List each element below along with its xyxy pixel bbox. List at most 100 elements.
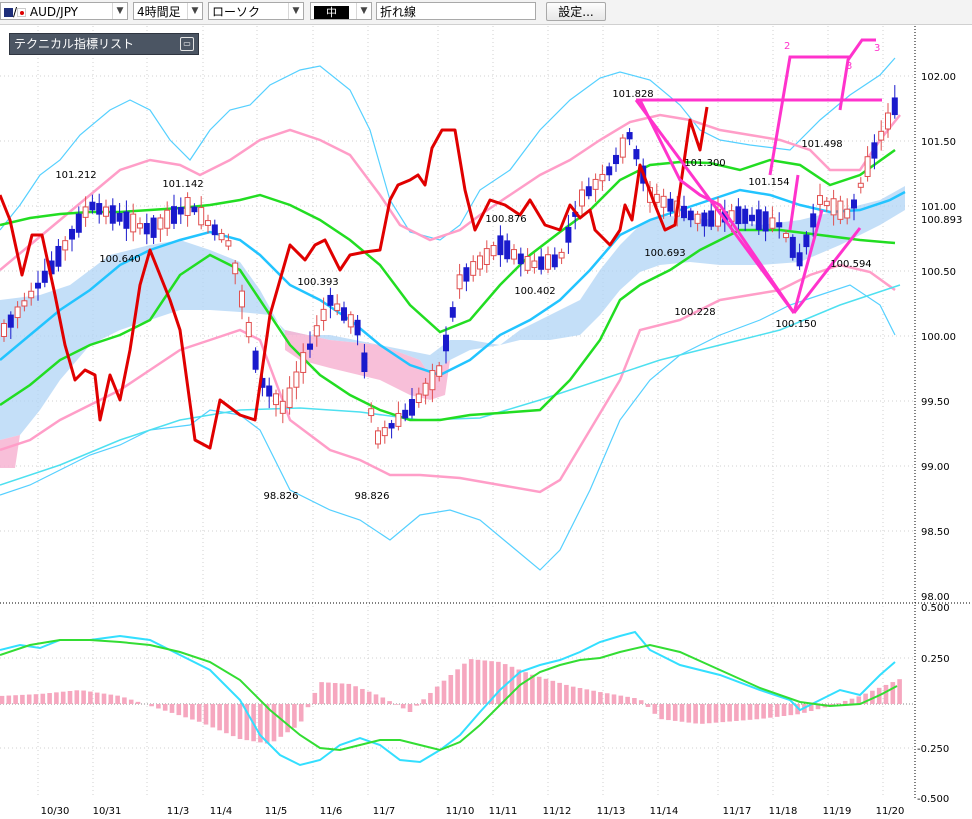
price-tick: 99.00 xyxy=(921,462,950,473)
wave-labels: 2 3 3 xyxy=(784,41,880,72)
histogram-bar xyxy=(795,704,800,715)
candle-body xyxy=(708,210,715,227)
candle-body xyxy=(347,314,354,328)
price-tick: 99.50 xyxy=(921,397,950,408)
candle-body xyxy=(592,178,599,190)
candle-body xyxy=(817,195,823,205)
chevron-down-icon: ▼ xyxy=(187,3,202,19)
histogram-bar xyxy=(523,672,528,704)
candle-body xyxy=(279,400,286,414)
candle-body xyxy=(164,209,171,229)
histogram-bar xyxy=(26,694,32,704)
histogram-bar xyxy=(883,684,889,704)
histogram-bar xyxy=(428,692,433,704)
date-label: 11/18 xyxy=(769,806,798,817)
candle-body xyxy=(878,130,885,141)
candle-body xyxy=(41,270,48,283)
maximize-icon[interactable]: ▭ xyxy=(180,37,194,51)
histogram-bar xyxy=(271,704,277,742)
candle-body xyxy=(368,408,375,417)
high-low-label: 100.693 xyxy=(644,248,685,259)
symbol-select[interactable]: / AUD/JPY ▼ xyxy=(0,2,128,20)
candle-body xyxy=(619,137,626,158)
candle-body xyxy=(218,233,225,241)
candle-body xyxy=(409,399,415,416)
osc-tick: 0.250 xyxy=(921,654,950,665)
date-label: 11/5 xyxy=(265,806,287,817)
histogram-bar xyxy=(849,698,855,704)
histogram-bar xyxy=(462,663,467,704)
candle-body xyxy=(171,206,177,224)
timeframe-select[interactable]: 4時間足 ▼ xyxy=(133,2,203,20)
candle-body xyxy=(463,267,470,282)
histogram-bar xyxy=(441,680,447,704)
histogram-bar xyxy=(414,704,420,706)
candle-body xyxy=(361,352,368,373)
histogram-bar xyxy=(455,669,460,704)
candle-body xyxy=(69,228,75,240)
candle-body xyxy=(130,213,137,233)
ichimoku-cloud-down xyxy=(0,330,450,468)
price-tick: 98.00 xyxy=(921,592,950,603)
date-label: 10/31 xyxy=(93,806,122,817)
histogram-bar xyxy=(244,704,250,741)
histogram-bar xyxy=(380,697,386,704)
histogram-bar xyxy=(373,694,379,704)
candle-body xyxy=(137,223,143,229)
high-low-label: 100.150 xyxy=(775,319,816,330)
histogram-bar xyxy=(217,704,222,731)
histogram-bar xyxy=(618,695,624,704)
histogram-bar xyxy=(856,696,862,704)
candle-body xyxy=(307,343,313,350)
wave-label: 2 xyxy=(784,41,790,52)
price-chart[interactable]: 102.00 101.50 101.00 100.50 100.00 99.50… xyxy=(0,24,972,819)
candle-body xyxy=(7,314,14,328)
candle-body xyxy=(769,217,776,229)
candle-body xyxy=(477,255,483,270)
histogram-bar xyxy=(829,704,834,706)
date-label: 11/17 xyxy=(723,806,752,817)
indicator-list-title: テクニカル指標リスト xyxy=(14,37,135,51)
line-width-select[interactable]: 中 ▼ xyxy=(310,2,372,20)
histogram-bar xyxy=(298,704,304,722)
histogram-bar xyxy=(305,704,311,708)
line-type-select[interactable]: 折れ線 xyxy=(376,2,536,20)
histogram-bar xyxy=(713,704,719,723)
candle-body xyxy=(375,430,381,445)
histogram-bar xyxy=(332,683,338,704)
candle-body xyxy=(565,226,572,243)
histogram-bar xyxy=(400,704,406,709)
histogram-bar xyxy=(353,686,358,704)
date-label: 11/20 xyxy=(876,806,905,817)
symbol-label: AUD/JPY xyxy=(29,5,78,19)
candle-body xyxy=(449,307,456,318)
histogram-bar xyxy=(530,674,535,704)
indicator-list-panel[interactable]: テクニカル指標リスト ▭ xyxy=(9,33,199,55)
candle-body xyxy=(545,254,551,270)
settings-button[interactable]: 設定... xyxy=(546,2,606,21)
histogram-bar xyxy=(258,704,263,743)
histogram-bar xyxy=(101,693,107,704)
high-low-label: 98.826 xyxy=(264,491,299,502)
candle-body xyxy=(551,254,558,268)
high-low-label: 100.876 xyxy=(485,214,526,225)
candle-body xyxy=(511,249,517,260)
histogram-bar xyxy=(0,695,5,704)
histogram-bar xyxy=(564,684,569,704)
price-tick: 100.50 xyxy=(921,267,956,278)
histogram-bar xyxy=(20,694,25,704)
candle-body xyxy=(1,323,7,337)
chart-style-select[interactable]: ローソク ▼ xyxy=(208,2,304,20)
candle-body xyxy=(667,198,674,212)
timeframe-label: 4時間足 xyxy=(137,5,181,19)
line-type-label: 折れ線 xyxy=(380,5,417,19)
date-label: 11/10 xyxy=(446,806,475,817)
candle-body xyxy=(35,282,41,289)
osc-tick: 0.500 xyxy=(921,603,950,614)
candle-body xyxy=(184,197,191,216)
candle-body xyxy=(123,211,130,229)
candle-body xyxy=(443,334,449,352)
date-label: 11/19 xyxy=(823,806,852,817)
histogram-bar xyxy=(666,704,671,721)
histogram-bar xyxy=(196,704,202,722)
